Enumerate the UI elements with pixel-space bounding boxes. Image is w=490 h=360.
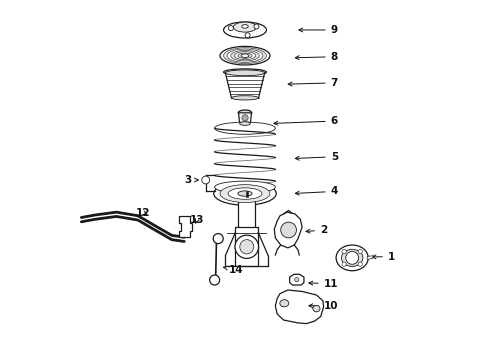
Circle shape	[346, 251, 359, 264]
Circle shape	[210, 275, 220, 285]
Ellipse shape	[342, 249, 363, 266]
Text: 10: 10	[309, 301, 338, 311]
Circle shape	[358, 249, 363, 254]
Ellipse shape	[238, 191, 252, 196]
Ellipse shape	[336, 245, 368, 271]
Ellipse shape	[214, 182, 276, 205]
Circle shape	[228, 26, 233, 31]
Polygon shape	[178, 216, 192, 237]
Circle shape	[254, 24, 259, 29]
Text: 4: 4	[295, 186, 338, 197]
Ellipse shape	[225, 70, 265, 76]
Ellipse shape	[242, 24, 248, 28]
Ellipse shape	[233, 22, 257, 32]
Circle shape	[358, 262, 363, 266]
Circle shape	[294, 278, 299, 282]
Polygon shape	[238, 196, 255, 231]
Circle shape	[213, 234, 223, 244]
Ellipse shape	[231, 96, 259, 100]
Circle shape	[242, 114, 248, 121]
Polygon shape	[239, 113, 251, 123]
Ellipse shape	[215, 122, 275, 134]
Ellipse shape	[234, 52, 256, 60]
Polygon shape	[235, 227, 258, 266]
Ellipse shape	[227, 49, 263, 62]
Ellipse shape	[241, 54, 249, 58]
Text: 3: 3	[184, 175, 198, 185]
Ellipse shape	[280, 300, 289, 307]
Ellipse shape	[240, 122, 250, 125]
Ellipse shape	[223, 48, 267, 64]
Circle shape	[245, 33, 250, 38]
Text: 13: 13	[190, 215, 204, 225]
Text: 11: 11	[309, 279, 338, 289]
Circle shape	[202, 176, 210, 184]
Text: 2: 2	[306, 225, 327, 235]
Polygon shape	[225, 73, 265, 98]
Polygon shape	[367, 256, 373, 259]
Circle shape	[342, 262, 346, 266]
Text: 1: 1	[372, 252, 395, 262]
Ellipse shape	[238, 53, 252, 58]
Text: 9: 9	[299, 25, 338, 35]
Ellipse shape	[231, 50, 259, 61]
Polygon shape	[274, 212, 302, 248]
Polygon shape	[275, 290, 323, 324]
Polygon shape	[290, 274, 304, 285]
Text: 12: 12	[136, 208, 150, 218]
Text: 7: 7	[288, 78, 338, 88]
Ellipse shape	[240, 240, 254, 254]
Ellipse shape	[313, 305, 320, 312]
Ellipse shape	[228, 188, 262, 199]
Text: 8: 8	[295, 52, 338, 62]
Ellipse shape	[238, 110, 252, 116]
Ellipse shape	[235, 235, 259, 258]
Ellipse shape	[220, 185, 270, 203]
Circle shape	[281, 222, 296, 238]
Ellipse shape	[223, 22, 267, 38]
Ellipse shape	[223, 69, 267, 75]
Ellipse shape	[215, 181, 275, 193]
Text: 14: 14	[223, 265, 244, 275]
Ellipse shape	[220, 46, 270, 65]
Circle shape	[342, 249, 346, 254]
Text: 5: 5	[295, 152, 338, 162]
Text: 6: 6	[274, 116, 338, 126]
